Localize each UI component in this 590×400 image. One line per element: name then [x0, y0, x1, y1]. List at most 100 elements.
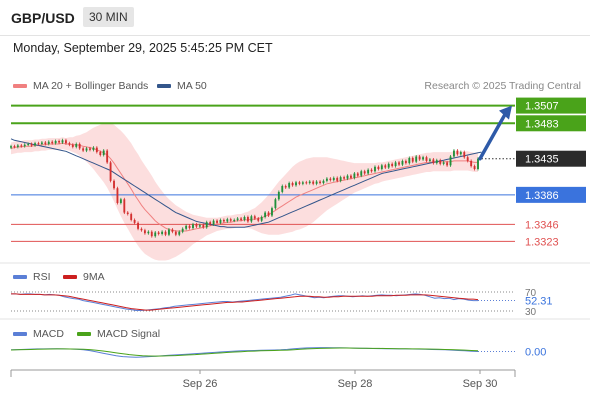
- candle: [82, 148, 85, 151]
- candle: [346, 175, 349, 179]
- last-label: 1.3435: [525, 154, 559, 166]
- candle: [71, 144, 74, 147]
- candle: [16, 145, 19, 147]
- timeframe-badge[interactable]: 30 MIN: [83, 7, 134, 27]
- candle: [40, 142, 43, 144]
- candle: [360, 171, 363, 176]
- candle: [47, 141, 50, 144]
- candle: [75, 143, 78, 147]
- candle: [367, 169, 370, 174]
- pivot-label-bg: [516, 186, 586, 203]
- candle: [168, 229, 170, 235]
- candle: [288, 183, 291, 188]
- resistance-label: 1.3507: [525, 101, 559, 113]
- candle: [133, 219, 136, 223]
- candle: [398, 162, 400, 165]
- candle: [305, 182, 308, 184]
- candle: [353, 173, 356, 178]
- candle: [394, 162, 397, 167]
- candle: [30, 143, 33, 146]
- legend-ma50-label: MA 50: [177, 80, 207, 92]
- candle: [277, 191, 280, 200]
- support-label: 1.3323: [525, 236, 559, 248]
- candle: [164, 231, 167, 235]
- candle: [222, 219, 225, 222]
- candle: [89, 148, 91, 150]
- candle: [408, 157, 411, 164]
- candle: [384, 165, 387, 168]
- rsi-tick-label: 70: [525, 288, 537, 299]
- candle: [343, 177, 346, 179]
- candle: [229, 219, 232, 221]
- candle: [150, 231, 153, 237]
- candle: [418, 156, 421, 160]
- candle: [192, 224, 194, 229]
- candle: [281, 186, 284, 192]
- macd-swatch: [13, 332, 27, 336]
- candle: [387, 163, 390, 168]
- candle: [391, 163, 394, 167]
- legend-macd-signal-label: MACD Signal: [97, 328, 161, 340]
- candle: [147, 231, 150, 234]
- candle: [264, 212, 267, 217]
- candle: [470, 160, 473, 167]
- rsi-value-label: 52.31: [525, 296, 553, 308]
- candle: [463, 152, 466, 158]
- candle: [284, 186, 287, 188]
- candle: [301, 182, 304, 184]
- ma50-swatch: [157, 84, 171, 88]
- credit-text: Research © 2025 Trading Central: [424, 80, 581, 92]
- candle: [61, 140, 64, 143]
- target-arrowhead: [499, 105, 512, 120]
- legend-rsi: RSI: [13, 271, 51, 283]
- candle: [446, 162, 449, 166]
- candle: [226, 219, 229, 222]
- candle: [174, 231, 177, 235]
- candle: [315, 181, 318, 184]
- candle: [449, 156, 452, 166]
- candle: [428, 159, 431, 161]
- candle: [171, 229, 174, 232]
- candle: [453, 150, 455, 157]
- legend-9ma-label: 9MA: [83, 271, 105, 283]
- legend-macd-label: MACD: [33, 328, 64, 340]
- candle: [350, 175, 352, 178]
- candle: [216, 220, 218, 223]
- candle: [456, 150, 459, 155]
- candle: [339, 177, 342, 181]
- candle: [137, 222, 139, 229]
- candle: [253, 216, 256, 219]
- candle: [312, 181, 315, 184]
- candle: [85, 148, 88, 151]
- macd-signal-line: [10, 347, 479, 357]
- candle: [109, 162, 112, 181]
- candle: [250, 216, 253, 222]
- candle: [308, 181, 311, 184]
- candle: [185, 225, 188, 229]
- x-axis-label: Sep 30: [463, 378, 498, 390]
- candle: [435, 160, 438, 164]
- candle: [95, 147, 98, 153]
- candle: [10, 146, 12, 148]
- candle: [154, 232, 157, 237]
- rsi-swatch: [13, 275, 27, 279]
- candle: [380, 165, 383, 170]
- candle: [34, 143, 36, 146]
- legend-macd: MACD: [13, 328, 64, 340]
- candle: [243, 216, 246, 220]
- candle: [116, 188, 119, 203]
- candle: [356, 173, 359, 176]
- candle: [267, 212, 270, 216]
- candle: [130, 214, 133, 220]
- x-axis-label: Sep 28: [338, 378, 373, 390]
- candle: [51, 141, 54, 144]
- support-label: 1.3346: [525, 219, 559, 231]
- candle: [325, 178, 328, 181]
- candle: [188, 225, 191, 229]
- candle: [439, 160, 442, 164]
- candle: [422, 157, 424, 160]
- candle: [260, 216, 263, 221]
- candle: [233, 219, 236, 221]
- resistance-label-bg: [516, 97, 586, 114]
